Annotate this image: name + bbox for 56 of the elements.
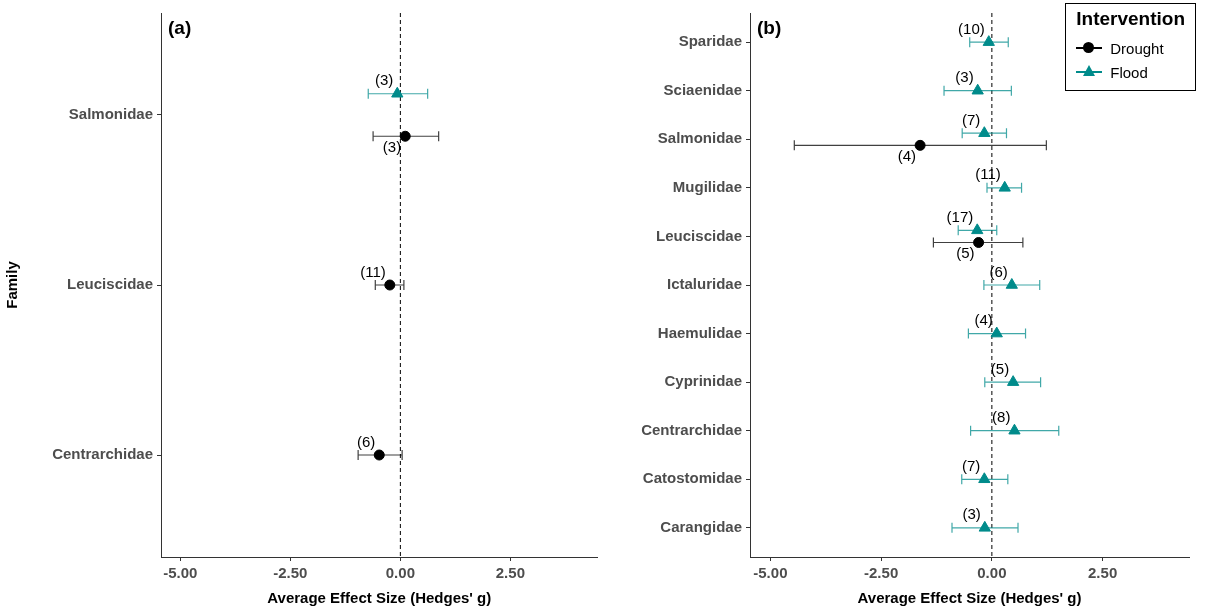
- point: [978, 472, 991, 484]
- y-tick-label: Catostomidae: [642, 469, 742, 487]
- annotation: (6): [356, 432, 376, 450]
- chart-title: (a): [168, 16, 192, 38]
- y-tick-label: Sciaenidae: [663, 80, 742, 98]
- y-tick-label: Carangidae: [660, 518, 742, 535]
- x-tick-label: 2.50: [1088, 564, 1118, 582]
- point: [990, 326, 1003, 338]
- chart-title: (b): [757, 16, 782, 38]
- annotation: (11): [360, 262, 386, 280]
- point: [982, 35, 995, 46]
- point: [1007, 375, 1020, 386]
- y-tick-label: Ictaluridae: [666, 275, 742, 293]
- annotation: (7): [962, 110, 981, 128]
- y-tick-label: Salmonidae: [657, 129, 742, 147]
- y-tick-label: Salmonidae: [68, 105, 153, 123]
- x-tick-label: -5.00: [163, 564, 198, 582]
- annotation: (3): [382, 137, 402, 155]
- annotation: (17): [946, 208, 974, 225]
- x-tick-label: -2.50: [273, 564, 308, 582]
- y-tick-label: Cyprinidae: [664, 372, 742, 390]
- point: [1005, 278, 1018, 289]
- y-tick-label: Centrarchidae: [641, 420, 742, 438]
- legend-title: Intervention: [1076, 8, 1185, 30]
- point: [971, 83, 984, 95]
- x-tick-label: -5.00: [753, 564, 788, 582]
- point: [1008, 423, 1021, 435]
- annotation: (8): [992, 408, 1011, 426]
- point: [978, 520, 991, 532]
- annotation: (4): [974, 311, 993, 329]
- annotation: (3): [955, 68, 974, 86]
- legend-label: Flood: [1110, 63, 1148, 81]
- annotation: (11): [975, 165, 1001, 183]
- y-tick-label: Leuciscidae: [656, 226, 742, 244]
- annotation: (5): [956, 244, 975, 262]
- annotation: (5): [990, 359, 1010, 377]
- x-tick-label: 2.50: [495, 564, 525, 582]
- annotation: (7): [962, 456, 981, 474]
- y-tick-label: Sparidae: [678, 32, 742, 50]
- x-axis-title: Average Effect Size (Hedges' g): [857, 589, 1082, 607]
- point: [998, 180, 1011, 192]
- x-tick-label: 0.00: [977, 564, 1007, 582]
- y-tick-label: Haemulidae: [657, 323, 742, 341]
- y-axis-title: Family: [3, 260, 21, 309]
- x-axis-title: Average Effect Size (Hedges' g): [267, 589, 492, 607]
- annotation: (3): [962, 505, 981, 523]
- annotation: (6): [989, 262, 1008, 280]
- x-tick-label: -2.50: [864, 564, 899, 582]
- x-tick-label: 0.00: [385, 564, 415, 582]
- y-tick-label: Leuciscidae: [67, 275, 153, 293]
- y-tick-label: Mugilidae: [672, 178, 742, 195]
- annotation: (10): [958, 19, 985, 37]
- annotation: (4): [897, 147, 917, 164]
- y-tick-label: Centrarchidae: [52, 445, 153, 463]
- legend-label: Drought: [1110, 39, 1164, 57]
- annotation: (3): [374, 71, 394, 89]
